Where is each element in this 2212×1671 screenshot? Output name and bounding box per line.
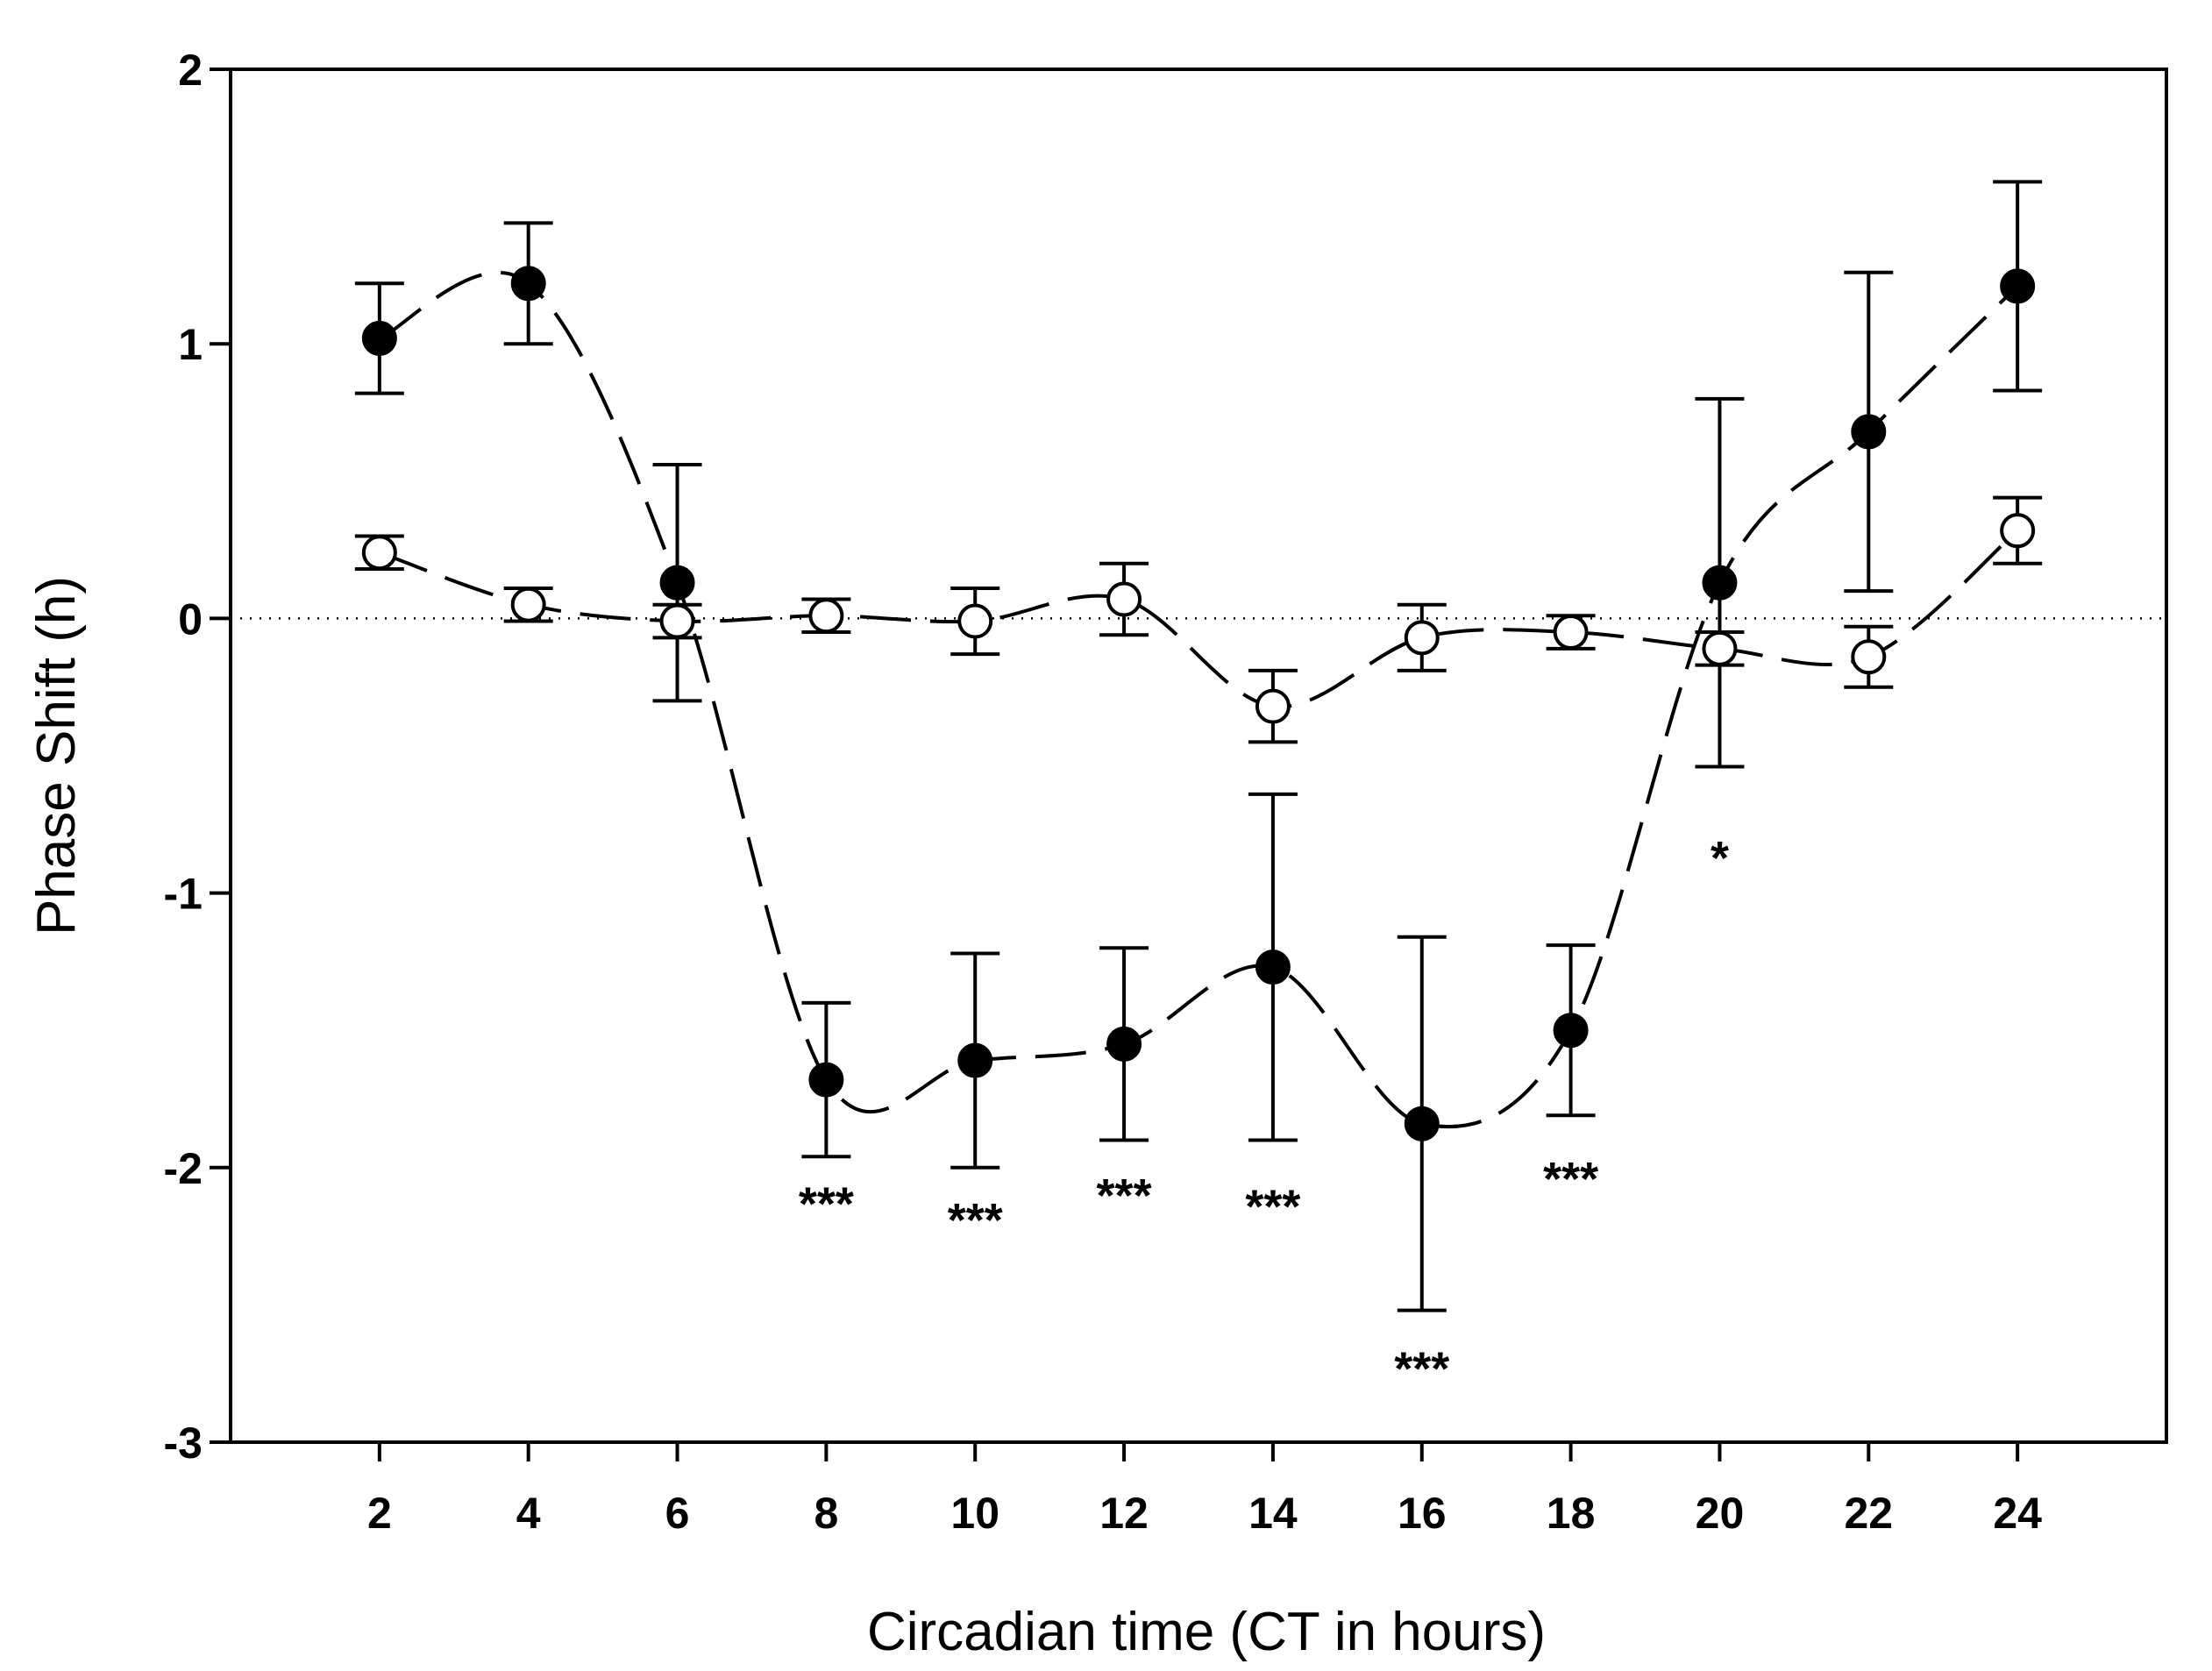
point-open	[1702, 630, 1738, 666]
x-tick-label: 22	[1844, 1489, 1893, 1538]
point-open	[510, 587, 546, 622]
x-tick-label: 8	[814, 1489, 838, 1538]
x-tick-label: 20	[1696, 1489, 1745, 1538]
x-tick-label: 12	[1099, 1489, 1149, 1538]
x-tick-label: 4	[516, 1489, 541, 1538]
y-axis-label: Phase Shift (h)	[26, 576, 87, 935]
x-tick-label: 14	[1248, 1489, 1298, 1538]
point-filled	[1404, 1106, 1440, 1141]
significance-label: *	[1711, 832, 1729, 885]
significance-annotations: *** *** *** **********	[799, 832, 1729, 1396]
x-tick-label: 2	[367, 1489, 392, 1538]
x-tick-label: 6	[665, 1489, 690, 1538]
y-tick-label: -2	[164, 1144, 203, 1193]
error-bars	[354, 180, 2043, 1312]
point-filled	[659, 565, 695, 601]
point-open	[1106, 581, 1142, 617]
data-points	[361, 266, 2036, 1141]
point-open	[957, 603, 993, 639]
point-open	[1553, 615, 1589, 651]
point-open	[361, 535, 397, 571]
significance-label: ***	[1245, 1181, 1300, 1234]
x-tick-label: 16	[1398, 1489, 1447, 1538]
point-open	[1851, 639, 1887, 675]
point-open	[2000, 513, 2036, 549]
significance-label: ***	[1543, 1153, 1598, 1205]
curve-filled	[379, 270, 2019, 1129]
significance-label: ***	[1394, 1342, 1449, 1395]
point-filled	[361, 320, 397, 356]
point-filled	[957, 1042, 993, 1078]
significance-label: ***	[948, 1194, 1003, 1247]
point-open	[659, 603, 695, 639]
point-open	[1255, 688, 1291, 724]
significance-label: ***	[1097, 1170, 1152, 1222]
y-tick-label: 1	[178, 320, 203, 369]
point-open	[808, 598, 844, 634]
point-filled	[510, 266, 546, 302]
plot-area	[229, 68, 2168, 1444]
point-open	[1404, 620, 1440, 656]
point-filled	[1553, 1013, 1589, 1049]
x-tick-label: 24	[1993, 1489, 2042, 1538]
point-filled	[1702, 565, 1738, 601]
y-tick-label: -1	[164, 870, 203, 919]
x-tick-label: 18	[1547, 1489, 1596, 1538]
curve-open	[379, 529, 2019, 709]
point-filled	[2000, 268, 2036, 304]
x-axis-label: Circadian time (CT in hours)	[867, 1602, 1546, 1662]
point-filled	[1106, 1026, 1142, 1062]
y-tick-label: -3	[164, 1419, 203, 1468]
significance-label: ***	[799, 1177, 854, 1230]
x-tick-label: 10	[950, 1489, 999, 1538]
point-filled	[808, 1062, 844, 1098]
point-filled	[1255, 949, 1291, 985]
point-filled	[1851, 414, 1887, 450]
y-tick-label: 0	[178, 594, 203, 644]
y-tick-label: 2	[178, 46, 203, 95]
fitted-curves	[379, 270, 2019, 1129]
